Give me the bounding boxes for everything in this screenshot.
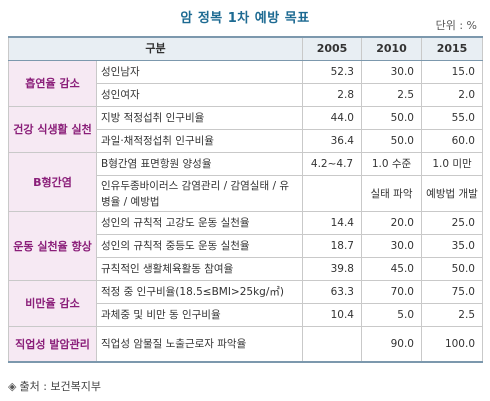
- header-group: 구분: [8, 36, 303, 61]
- row-value-2015: 1.0 미만: [421, 152, 483, 176]
- category-exercise: 운동 실천율 향상: [8, 211, 97, 281]
- table-row: 직업성 발암관리 직업성 암물질 노출근로자 파악율 90.0 100.0: [8, 326, 483, 363]
- row-item: 직업성 암물질 노출근로자 파악율: [96, 326, 303, 363]
- row-item: B형간염 표면항원 양성율: [96, 152, 303, 176]
- category-occupational: 직업성 발암관리: [8, 326, 97, 363]
- table-row: 성인여자 2.8 2.5 2.0: [9, 83, 483, 107]
- row-value-2015: 50.0: [421, 257, 483, 281]
- row-value-2010: 2.5: [361, 83, 422, 107]
- row-value-2015: 35.0: [421, 234, 483, 258]
- row-item: 성인의 규칙적 고강도 운동 실천율: [96, 211, 303, 235]
- row-value-2015: 25.0: [421, 211, 483, 235]
- table-row: 흡연율 감소 성인남자 52.3 30.0 15.0: [8, 60, 483, 107]
- row-value-2015: 2.5: [421, 303, 483, 327]
- row-item: 성인여자: [96, 83, 303, 107]
- table-row: 운동 실천율 향상 성인의 규칙적 고강도 운동 실천율 14.4 20.0 2…: [8, 211, 483, 281]
- category-obesity: 비만율 감소: [8, 280, 97, 327]
- row-value-2010: 70.0: [361, 280, 422, 304]
- row-item: 과체중 및 비만 동 인구비율: [96, 303, 303, 327]
- row-value-2015: 2.0: [421, 83, 483, 107]
- row-value-2005: 2.8: [302, 83, 362, 107]
- row-item: 인유두종바이러스 감염관리 / 감염실태 / 유병율 / 예방법: [96, 175, 303, 212]
- table-row: 성인의 규칙적 중등도 운동 실천율 18.7 30.0 35.0: [9, 234, 483, 258]
- header-2005: 2005: [302, 36, 362, 61]
- table-row: 인유두종바이러스 감염관리 / 감염실태 / 유병율 / 예방법 실태 파악 예…: [9, 175, 483, 212]
- row-value-2005: 14.4: [302, 211, 362, 235]
- row-value-2010: 45.0: [361, 257, 422, 281]
- prevention-goals-table: 구분 2005 2010 2015 흡연율 감소 성인남자 52.3 30.0 …: [8, 36, 483, 363]
- row-value-2005: 10.4: [302, 303, 362, 327]
- source-note: ◈ 출처 : 보건복지부: [8, 378, 101, 394]
- row-item: 규칙적인 생활체육활동 참여율: [96, 257, 303, 281]
- row-value-2010: 1.0 수준: [361, 152, 422, 176]
- row-item: 지방 적정섭취 인구비율: [96, 106, 303, 130]
- row-value-2015: 55.0: [421, 106, 483, 130]
- row-value-2010: 20.0: [361, 211, 422, 235]
- row-item: 적정 중 인구비율(18.5≤BMI>25kg/㎡): [96, 280, 303, 304]
- table-row: 규칙적인 생활체육활동 참여율 39.8 45.0 50.0: [9, 257, 483, 281]
- row-value-2005: 52.3: [302, 60, 362, 84]
- page-title: 암 정복 1차 예방 목표: [180, 11, 310, 26]
- source-text: 출처 : 보건복지부: [19, 380, 102, 393]
- row-value-2010: 30.0: [361, 234, 422, 258]
- table-row: B형간염 B형간염 표면항원 양성율 4.2~4.7 1.0 수준 1.0 미만: [8, 152, 483, 212]
- table-header-row: 구분 2005 2010 2015: [8, 36, 483, 61]
- row-value-2010: 5.0: [361, 303, 422, 327]
- row-value-2015: 예방법 개발: [421, 175, 483, 212]
- row-item: 성인남자: [96, 60, 303, 84]
- header-2010: 2010: [361, 36, 422, 61]
- row-value-2005: 4.2~4.7: [302, 152, 362, 176]
- unit-label: 단위 : %: [435, 19, 477, 32]
- table-row: 건강 식생활 실천 지방 적정섭취 인구비율 44.0 50.0 55.0: [8, 106, 483, 153]
- row-value-2005: [302, 175, 362, 212]
- category-diet: 건강 식생활 실천: [8, 106, 97, 153]
- table-row: 과체중 및 비만 동 인구비율 10.4 5.0 2.5: [9, 303, 483, 327]
- row-value-2005: 63.3: [302, 280, 362, 304]
- row-value-2010: 90.0: [361, 326, 422, 363]
- row-value-2010: 30.0: [361, 60, 422, 84]
- table-row: 비만율 감소 적정 중 인구비율(18.5≤BMI>25kg/㎡) 63.3 7…: [8, 280, 483, 327]
- row-value-2005: 44.0: [302, 106, 362, 130]
- row-value-2010: 실태 파악: [361, 175, 422, 212]
- row-value-2005: [302, 326, 362, 363]
- row-value-2015: 100.0: [421, 326, 483, 363]
- table-row: 과일·채적정섭취 인구비율 36.4 50.0 60.0: [9, 129, 483, 153]
- header-2015: 2015: [421, 36, 483, 61]
- row-value-2005: 18.7: [302, 234, 362, 258]
- row-value-2015: 15.0: [421, 60, 483, 84]
- category-smoking: 흡연율 감소: [8, 60, 97, 107]
- row-value-2010: 50.0: [361, 106, 422, 130]
- row-value-2010: 50.0: [361, 129, 422, 153]
- row-item: 성인의 규칙적 중등도 운동 실천율: [96, 234, 303, 258]
- row-value-2015: 75.0: [421, 280, 483, 304]
- row-item: 과일·채적정섭취 인구비율: [96, 129, 303, 153]
- row-value-2015: 60.0: [421, 129, 483, 153]
- row-value-2005: 39.8: [302, 257, 362, 281]
- category-hepb: B형간염: [8, 152, 97, 212]
- diamond-bullet-icon: ◈: [8, 380, 17, 393]
- row-value-2005: 36.4: [302, 129, 362, 153]
